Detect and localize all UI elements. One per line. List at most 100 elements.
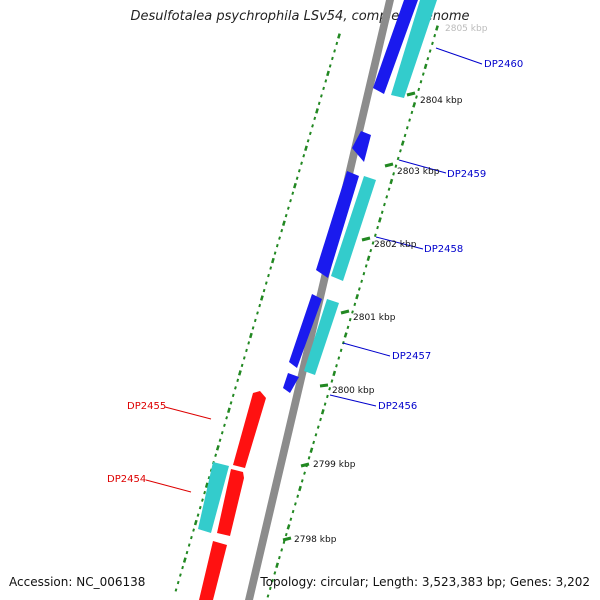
inner-tick	[426, 56, 430, 61]
outer-tick	[251, 326, 255, 330]
outer-tick	[229, 401, 233, 405]
inner-tick	[300, 479, 304, 483]
outer-tick	[326, 70, 330, 77]
outer-tick	[260, 295, 264, 301]
gene-label-dp2459[interactable]: DP2459	[447, 169, 486, 180]
outer-tick	[262, 288, 266, 293]
inner-tick	[385, 195, 389, 199]
inner-tick	[280, 548, 284, 552]
inner-tick	[275, 562, 279, 569]
outer-tick	[174, 588, 178, 592]
gene-label-dp2460[interactable]: DP2460	[484, 59, 523, 70]
inner-tick-track	[266, 25, 439, 598]
outer-tick	[333, 49, 336, 53]
gene-label-dp2458[interactable]: DP2458	[424, 244, 463, 255]
gene-label-dp2456[interactable]: DP2456	[378, 401, 417, 412]
inner-tick	[362, 271, 366, 276]
gene-labels: DP2460 DP2459 DP2458 DP2457 DP2456 DP245…	[107, 59, 523, 485]
outer-tick	[245, 348, 248, 353]
inner-tick	[289, 517, 293, 521]
outer-tick	[231, 393, 235, 398]
inner-tick	[266, 594, 270, 598]
inner-tick	[314, 433, 318, 437]
inner-tick	[396, 156, 400, 161]
scale-label: 2801 kbp	[353, 313, 396, 323]
inner-tick	[319, 417, 322, 422]
inner-tick	[373, 233, 377, 237]
inner-tick	[348, 317, 352, 322]
inner-tick	[405, 126, 409, 130]
cds-forward-dp2460-alt[interactable]	[391, 0, 437, 98]
outer-tick	[190, 535, 193, 540]
cds-reverse-dp2454-alt[interactable]	[198, 462, 229, 533]
outer-tick	[297, 169, 301, 173]
outer-tick	[337, 33, 341, 39]
outer-tick	[234, 386, 237, 390]
outer-tick	[179, 573, 182, 577]
cds-reverse-dp2455[interactable]	[233, 391, 266, 468]
inner-tick	[268, 586, 272, 591]
inner-tick	[383, 202, 386, 207]
outer-tick	[284, 213, 288, 218]
inner-tick	[271, 578, 274, 583]
outer-tick	[223, 423, 226, 428]
outer-tick	[328, 64, 332, 68]
cds-forward-dp2457-alt[interactable]	[304, 299, 339, 375]
outer-tick	[193, 519, 198, 526]
outer-tick	[236, 378, 240, 383]
inner-tick	[387, 187, 391, 191]
inner-tick	[303, 471, 306, 475]
cds-forward-dp2458-alt[interactable]	[331, 176, 376, 281]
cds-forward-dp2456[interactable]	[283, 373, 299, 393]
cds-forward-dp2457[interactable]	[289, 294, 322, 368]
scale-label: 2804 kbp	[420, 96, 463, 106]
inner-tick	[389, 178, 394, 185]
outer-tick	[300, 161, 303, 165]
outer-tick	[226, 407, 231, 414]
outer-tick	[269, 266, 273, 270]
outer-tick	[204, 482, 209, 488]
inner-tick	[355, 293, 359, 300]
inner-tick	[366, 255, 371, 262]
label-leaders	[145, 47, 483, 493]
inner-tick	[378, 217, 382, 223]
inner-tick	[339, 348, 343, 353]
inner-tick	[419, 80, 423, 84]
gene-label-dp2455[interactable]: DP2455	[127, 401, 166, 412]
inner-tick	[298, 485, 302, 492]
inner-tick	[364, 264, 368, 268]
inner-tick	[337, 356, 341, 360]
outer-tick	[295, 176, 299, 180]
inner-tick	[369, 248, 373, 253]
outer-tick	[203, 490, 207, 495]
outer-tick	[289, 198, 292, 203]
inner-tick	[394, 164, 398, 168]
inner-tick	[435, 25, 439, 31]
inner-tick	[335, 364, 338, 368]
outer-tick	[242, 356, 246, 360]
outer-tick	[278, 236, 281, 240]
outer-tick	[215, 445, 220, 451]
cds-forward-dp2458[interactable]	[316, 171, 359, 278]
outer-tick	[220, 431, 224, 435]
inner-tick	[307, 456, 311, 460]
cds-reverse-dp2454[interactable]	[217, 469, 244, 536]
inner-tick	[278, 555, 281, 560]
cds-forward-dp2460[interactable]	[373, 0, 418, 94]
outer-tick	[320, 94, 323, 98]
outer-tick	[313, 116, 317, 121]
cds-reverse-downstream[interactable]	[199, 541, 227, 600]
inner-tick	[296, 494, 300, 498]
outer-tick	[315, 108, 319, 114]
outer-tick	[335, 41, 339, 46]
inner-tick	[376, 225, 379, 230]
gene-label-dp2454[interactable]: DP2454	[107, 474, 146, 485]
gene-label-dp2457[interactable]: DP2457	[392, 351, 431, 362]
scale-label: 2803 kbp	[397, 167, 440, 177]
inner-tick	[428, 49, 432, 53]
scale-label: 2800 kbp	[332, 386, 375, 396]
outer-tick	[214, 453, 218, 457]
cds-forward-dp2459[interactable]	[352, 131, 371, 162]
